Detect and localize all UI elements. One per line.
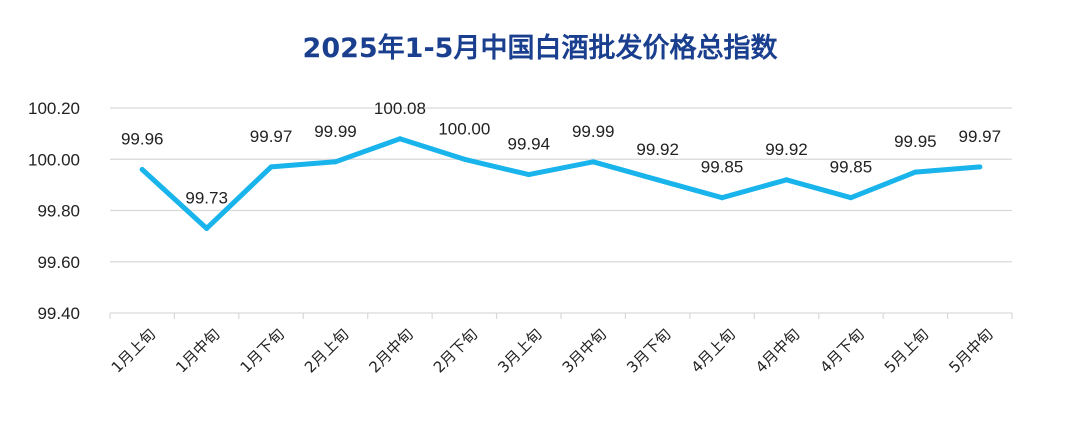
data-labels: 99.96 99.73 99.97 99.99 100.08 100.00 99.94 99.… (121, 99, 1001, 208)
x-tick-label: 1月上旬 (108, 325, 159, 376)
x-tick-label: 5月中旬 (945, 325, 996, 376)
series-line-group (139, 136, 983, 231)
data-label: 99.99 (314, 122, 357, 141)
data-point (848, 195, 854, 201)
data-label: 99.99 (572, 122, 615, 141)
data-label: 99.73 (185, 188, 228, 207)
data-point (139, 167, 145, 172)
data-point (719, 195, 725, 201)
data-point (204, 225, 210, 231)
data-label: 99.96 (121, 130, 164, 149)
data-point (912, 169, 918, 175)
x-axis: 1月上旬 1月中旬 1月下旬 2月上旬 2月中旬 2月下旬 3月上旬 3月中旬 3月下旬 4月上旬… (108, 313, 1013, 376)
data-label: 99.92 (636, 140, 679, 159)
data-label: 100.00 (438, 119, 490, 138)
y-tick-label: 100.20 (28, 99, 80, 118)
y-tick-label: 99.40 (37, 304, 80, 323)
data-point (977, 164, 983, 170)
x-tick-label: 3月中旬 (559, 325, 610, 376)
x-tick-label: 1月下旬 (237, 325, 288, 376)
data-label: 99.85 (830, 158, 873, 177)
x-tick-label: 3月下旬 (623, 325, 674, 376)
data-point (784, 177, 789, 183)
data-point (655, 177, 661, 183)
data-point (268, 164, 274, 170)
x-tick-label: 4月下旬 (816, 325, 867, 376)
data-label: 99.95 (894, 132, 937, 151)
y-tick-label: 99.60 (37, 253, 80, 272)
data-point (333, 159, 338, 165)
gridlines (110, 107, 1012, 314)
chart-title: 2025年1-5月中国白酒批发价格总指数 (302, 33, 778, 64)
x-tick-label: 4月中旬 (752, 325, 803, 376)
y-tick-label: 99.80 (37, 202, 80, 221)
data-point (526, 172, 532, 178)
x-tick-label: 3月上旬 (494, 325, 545, 376)
x-tick-label: 2月中旬 (365, 325, 416, 376)
x-tick-label: 2月下旬 (430, 325, 481, 376)
y-axis: 100.20 100.00 99.80 99.60 99.40 (28, 99, 80, 323)
data-label: 99.97 (959, 127, 1002, 146)
data-point (461, 156, 467, 162)
data-label: 99.94 (508, 135, 551, 154)
x-tick-label: 1月中旬 (172, 325, 223, 376)
data-point (397, 136, 403, 142)
y-tick-label: 100.00 (28, 150, 80, 169)
data-label: 99.92 (765, 140, 808, 159)
data-point (590, 159, 596, 165)
x-tick-label: 5月上旬 (881, 325, 932, 376)
data-label: 99.97 (250, 127, 293, 146)
x-tick-label: 2月上旬 (301, 325, 352, 376)
data-label: 100.08 (374, 99, 426, 118)
series-line (139, 136, 983, 231)
x-tick-label: 4月上旬 (688, 325, 739, 376)
data-label: 99.85 (701, 158, 744, 177)
